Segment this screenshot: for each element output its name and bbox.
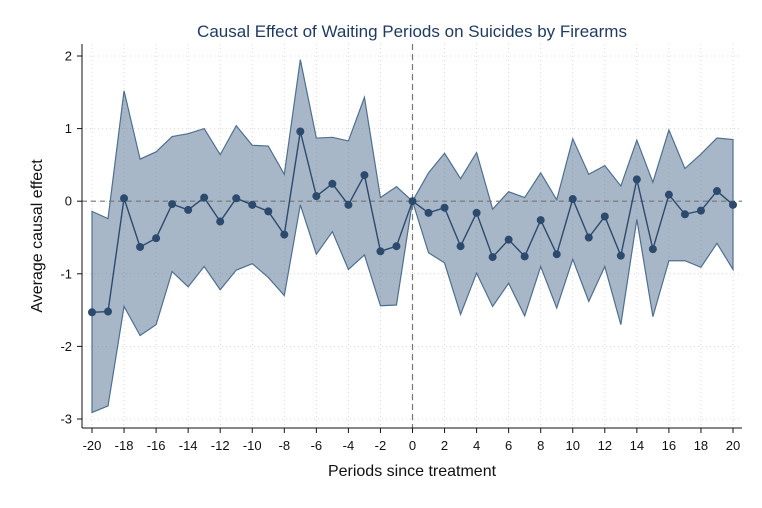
- data-point: [536, 216, 545, 225]
- data-point: [488, 253, 497, 262]
- data-point: [312, 192, 321, 201]
- data-point: [344, 200, 353, 209]
- y-tick-label: -1: [60, 266, 72, 281]
- data-point: [440, 203, 449, 212]
- x-tick-label: -18: [115, 438, 134, 453]
- data-points: [88, 127, 737, 317]
- x-tick-labels: -20 -18 -16 -14 -12 -10 -8 -6 -4 -2 0 2 4 6 8 10 12 14 16 1…: [83, 428, 740, 453]
- data-point: [729, 200, 737, 209]
- data-point: [184, 205, 193, 214]
- data-point: [200, 193, 209, 202]
- y-tick-label: 0: [65, 194, 72, 209]
- x-tick-label: -16: [147, 438, 166, 453]
- x-tick-label: 14: [630, 438, 644, 453]
- x-tick-label: 18: [694, 438, 708, 453]
- data-point: [328, 179, 337, 188]
- data-point: [664, 190, 673, 199]
- data-point: [120, 194, 129, 203]
- data-point: [392, 242, 401, 251]
- x-tick-label: -2: [375, 438, 387, 453]
- y-tick-label: -2: [60, 339, 72, 354]
- data-point: [520, 252, 529, 261]
- data-point: [104, 307, 113, 316]
- data-point: [456, 242, 465, 251]
- data-point: [504, 235, 513, 244]
- data-point: [568, 195, 577, 204]
- data-point: [264, 207, 273, 216]
- y-tick-label: 1: [65, 121, 72, 136]
- x-tick-label: -12: [211, 438, 230, 453]
- x-tick-label: 20: [726, 438, 740, 453]
- data-point: [408, 197, 417, 206]
- x-axis-label: Periods since treatment: [328, 463, 497, 480]
- x-tick-label: 8: [537, 438, 544, 453]
- x-tick-label: -4: [343, 438, 355, 453]
- confidence-band-area: [91, 59, 734, 414]
- x-tick-label: -6: [311, 438, 323, 453]
- data-point: [296, 127, 305, 136]
- x-tick-label: 12: [598, 438, 612, 453]
- data-point: [616, 251, 625, 260]
- x-tick-label: 16: [662, 438, 676, 453]
- y-tick-label: 2: [65, 49, 72, 64]
- data-point: [584, 233, 593, 242]
- chart-title: Causal Effect of Waiting Periods on Suic…: [197, 22, 627, 41]
- data-point: [472, 208, 481, 217]
- data-point: [424, 208, 433, 217]
- data-point: [88, 308, 96, 317]
- y-tick-labels: -3 -2 -1 0 1 2: [60, 49, 82, 427]
- data-point: [648, 245, 657, 254]
- data-point: [280, 230, 289, 239]
- confidence-band: [91, 59, 734, 414]
- x-tick-label: 10: [566, 438, 580, 453]
- x-tick-label: 4: [473, 438, 480, 453]
- data-point: [632, 175, 641, 184]
- x-tick-label: 2: [441, 438, 448, 453]
- data-point: [136, 242, 145, 251]
- data-point: [552, 250, 561, 259]
- data-point: [600, 212, 609, 221]
- x-tick-label: -20: [83, 438, 102, 453]
- data-point: [680, 210, 689, 219]
- x-tick-label: 6: [505, 438, 512, 453]
- data-point: [360, 171, 369, 180]
- data-point: [168, 200, 177, 209]
- x-tick-label: 0: [409, 438, 416, 453]
- y-axis-label: Average causal effect: [29, 159, 46, 313]
- x-tick-label: -14: [179, 438, 198, 453]
- data-point: [376, 247, 385, 256]
- y-tick-label: -3: [60, 412, 72, 427]
- x-tick-label: -10: [243, 438, 262, 453]
- data-point: [216, 217, 225, 226]
- data-point: [152, 234, 161, 243]
- data-point: [232, 194, 241, 203]
- data-point: [248, 200, 257, 209]
- data-point: [712, 187, 721, 196]
- x-tick-label: -8: [279, 438, 291, 453]
- data-point: [696, 206, 705, 215]
